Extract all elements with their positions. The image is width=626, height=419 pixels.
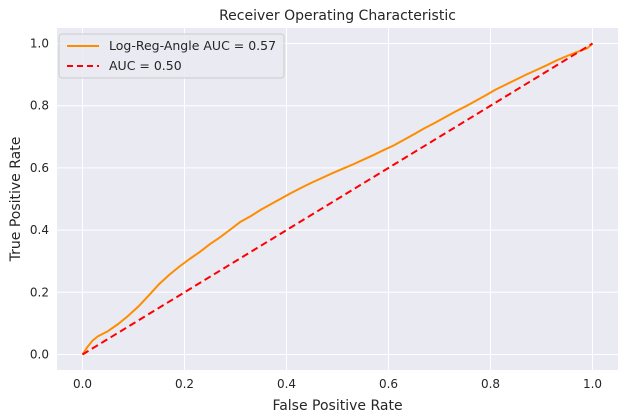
y-tick-label: 0.2 (30, 285, 49, 299)
x-tick-label: 0.8 (481, 377, 500, 391)
tick-labels: 0.0 0.2 0.4 0.6 0.8 1.0 0.0 0.2 0.4 0.6 0.8 1.0 (30, 37, 602, 391)
legend-box (58, 33, 285, 79)
x-tick-label: 0.2 (175, 377, 194, 391)
y-tick-label: 0.4 (30, 223, 49, 237)
x-tick-label: 0.4 (277, 377, 296, 391)
x-tick-label: 0.6 (379, 377, 398, 391)
series-layer (81, 42, 594, 356)
x-tick-label: 1.0 (583, 377, 602, 391)
roc-curve-line (81, 42, 594, 356)
y-axis-label: True Positive Rate (8, 137, 24, 263)
chart-title: Receiver Operating Characteristic (219, 8, 456, 24)
x-axis-label: False Positive Rate (272, 398, 402, 414)
y-tick-label: 0.0 (30, 347, 49, 361)
legend-label-roc: Log-Reg-Angle AUC = 0.57 (109, 38, 276, 53)
y-tick-label: 1.0 (30, 37, 49, 51)
legend: Log-Reg-Angle AUC = 0.57 AUC = 0.50 (58, 33, 285, 79)
legend-label-chance: AUC = 0.50 (109, 58, 182, 73)
y-tick-label: 0.6 (30, 161, 49, 175)
y-tick-label: 0.8 (30, 99, 49, 113)
chance-line (81, 42, 594, 356)
x-tick-label: 0.0 (73, 377, 92, 391)
